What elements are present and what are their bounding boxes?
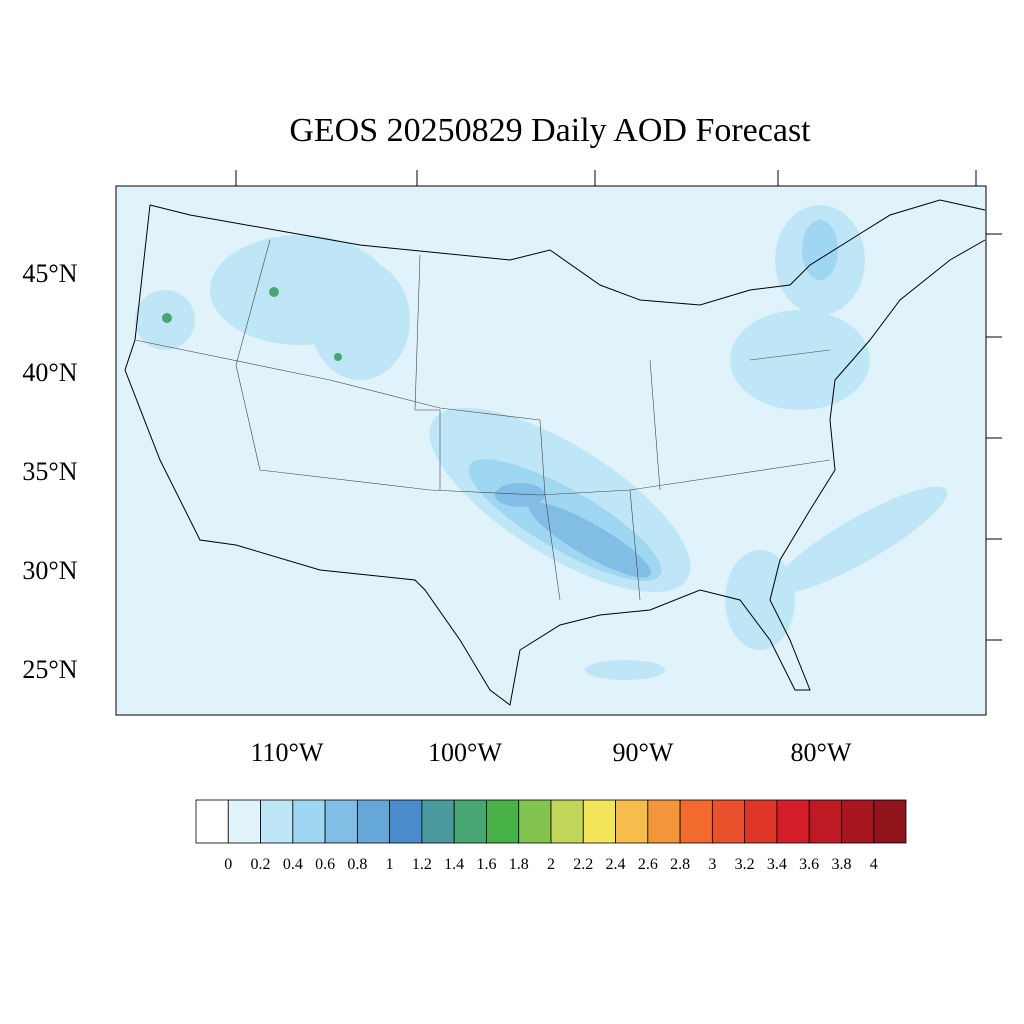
lon-label: 100°W [428, 738, 502, 767]
frame-ticks [235, 170, 1002, 641]
lat-label: 25°N [22, 655, 77, 684]
colorbar-box [647, 799, 681, 844]
colorbar-label: 2.4 [606, 856, 626, 873]
axis-labels: 45°N 40°N 35°N 30°N 25°N 110°W 100°W 90°W 80°W [22, 259, 852, 767]
colorbar-box [615, 799, 649, 844]
colorbar-label: 0.8 [347, 856, 367, 873]
colorbar-box [711, 799, 746, 844]
colorbar-label: 2.8 [670, 856, 690, 873]
colorbar-box [453, 799, 487, 844]
colorbar-label: 1 [386, 856, 394, 873]
colorbar-box [550, 799, 584, 844]
colorbar-label: 1.6 [476, 856, 496, 873]
aod-hotspots [162, 287, 342, 361]
colorbar-box [356, 799, 391, 844]
colorbar: 0 0.2 0.4 0.6 0.8 1 1.2 1.4 1.6 1.8 2 2.2 2.4 2.6 2.8 3… [195, 799, 907, 873]
colorbar-label: 3.6 [799, 856, 819, 873]
lon-label: 80°W [791, 738, 852, 767]
lat-label: 30°N [22, 556, 77, 585]
colorbar-box [873, 799, 907, 844]
colorbar-box [776, 799, 810, 844]
map-title: GEOS 20250829 Daily AOD Forecast [289, 112, 811, 149]
lat-label: 35°N [22, 457, 77, 486]
colorbar-label: 0.4 [283, 856, 303, 873]
colorbar-box [421, 799, 455, 844]
state-borders [134, 239, 831, 601]
colorbar-box [324, 799, 358, 844]
colorbar-box [227, 799, 261, 844]
colorbar-box [292, 799, 326, 844]
colorbar-box [679, 799, 713, 844]
colorbar-label: 1.2 [412, 856, 432, 873]
colorbar-label: 0 [224, 856, 232, 873]
colorbar-label: 1.8 [509, 856, 529, 873]
map-panel [115, 170, 1002, 716]
aod-field-high [495, 483, 652, 578]
colorbar-box [486, 799, 520, 844]
colorbar-label: 3.8 [831, 856, 851, 873]
colorbar-box [582, 799, 616, 844]
colorbar-box [744, 799, 778, 844]
colorbar-box [389, 799, 423, 844]
colorbar-label: 0.6 [315, 856, 335, 873]
colorbar-label: 4 [870, 856, 878, 873]
aod-field [135, 205, 948, 680]
colorbar-box [808, 799, 842, 844]
colorbar-label: 3 [708, 856, 716, 873]
lon-label: 110°W [251, 738, 324, 767]
colorbar-box [518, 799, 552, 844]
colorbar-label: 2 [547, 856, 555, 873]
map-frame [115, 185, 987, 716]
lat-label: 45°N [22, 259, 77, 288]
colorbar-label: 3.2 [735, 856, 755, 873]
colorbar-label: 2.6 [638, 856, 658, 873]
colorbar-label: 0.2 [251, 856, 271, 873]
colorbar-label: 2.2 [573, 856, 593, 873]
lon-label: 90°W [613, 738, 674, 767]
colorbar-box [841, 799, 875, 844]
coastline [124, 199, 986, 706]
colorbar-label: 1.4 [444, 856, 464, 873]
colorbar-label: 3.4 [767, 856, 787, 873]
lat-label: 40°N [22, 358, 77, 387]
colorbar-box [195, 799, 229, 844]
colorbar-box [260, 799, 294, 844]
